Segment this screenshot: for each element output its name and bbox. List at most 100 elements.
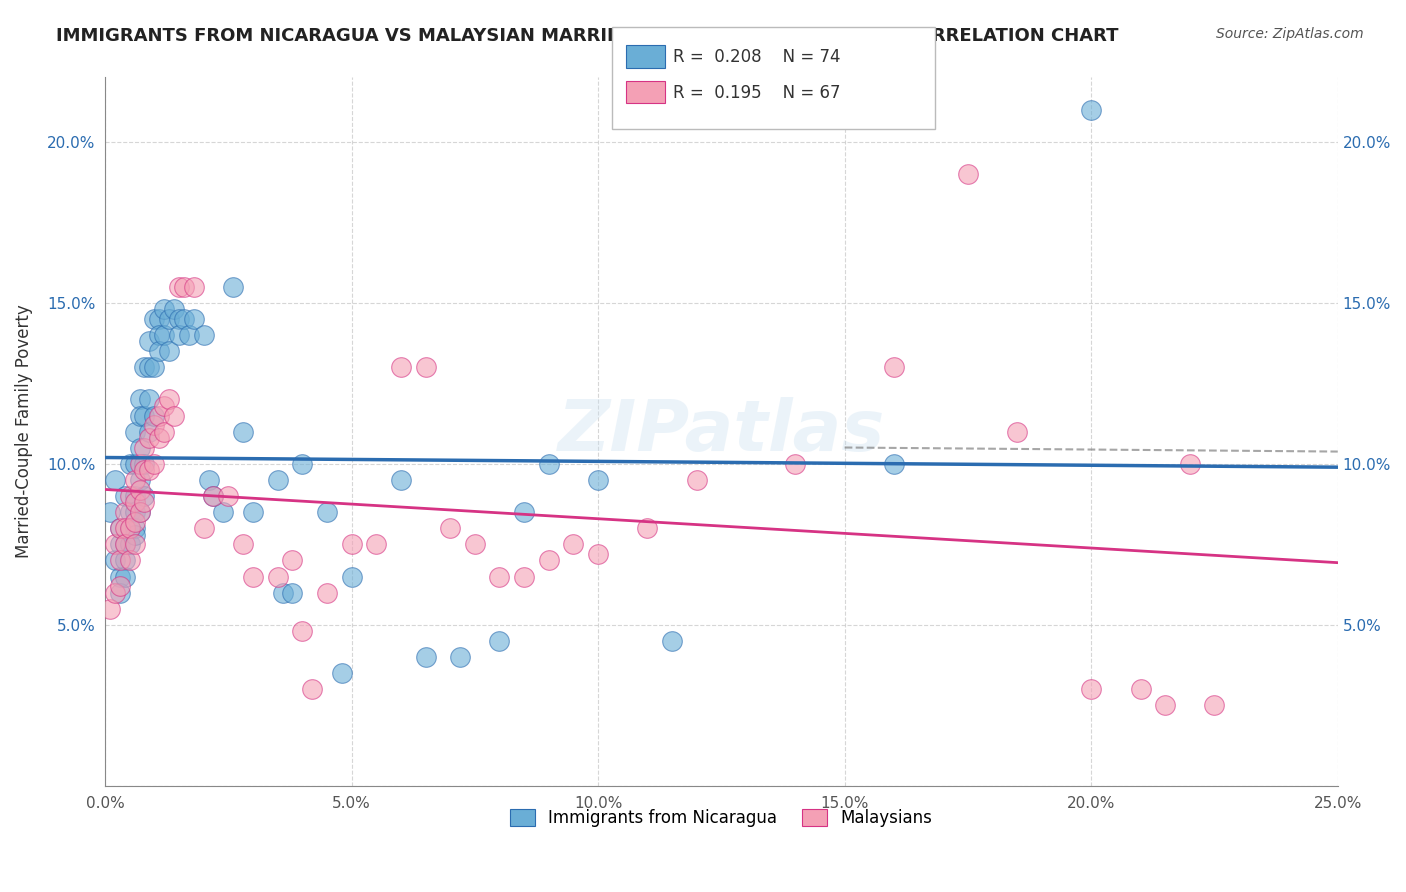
Point (124, 457, 146, 471)
Point (128, 505, 150, 519)
Point (138, 360, 160, 375)
Point (128, 483, 150, 497)
Point (108, 579, 131, 593)
Point (118, 521, 141, 535)
Point (315, 585, 337, 599)
Point (114, 521, 136, 535)
Point (108, 553, 131, 567)
Point (134, 457, 156, 471)
Point (488, 633, 510, 648)
Point (439, 521, 461, 535)
Point (148, 409, 170, 423)
Point (124, 489, 146, 503)
Point (108, 569, 131, 583)
Point (291, 457, 314, 471)
Text: IMMIGRANTS FROM NICARAGUA VS MALAYSIAN MARRIED-COUPLE FAMILY POVERTY CORRELATION: IMMIGRANTS FROM NICARAGUA VS MALAYSIAN M… (56, 27, 1119, 45)
Point (281, 553, 304, 567)
Point (686, 473, 709, 487)
Point (134, 489, 156, 503)
Point (118, 457, 141, 471)
Point (217, 489, 239, 503)
Point (202, 489, 225, 503)
Point (449, 650, 471, 665)
Point (138, 431, 160, 445)
Point (124, 473, 146, 487)
Point (340, 537, 363, 551)
Point (956, 167, 979, 181)
Point (138, 392, 160, 407)
Point (1204, 698, 1226, 713)
Point (340, 569, 363, 583)
Point (173, 279, 195, 293)
Point (118, 537, 141, 551)
Point (104, 585, 127, 599)
Point (537, 457, 560, 471)
Point (488, 569, 510, 583)
Point (114, 505, 136, 519)
Y-axis label: Married-Couple Family Poverty: Married-Couple Family Poverty (15, 305, 32, 558)
Point (118, 553, 141, 567)
Point (1154, 698, 1177, 713)
Point (114, 537, 136, 551)
Point (1129, 682, 1152, 697)
Point (586, 473, 609, 487)
Point (242, 505, 264, 519)
Point (232, 537, 254, 551)
Point (114, 489, 136, 503)
Point (108, 537, 131, 551)
Point (98, 505, 121, 519)
Point (157, 344, 180, 359)
Point (513, 505, 536, 519)
Point (193, 328, 215, 343)
Point (108, 521, 131, 535)
Point (242, 569, 264, 583)
Point (148, 312, 170, 326)
Point (167, 279, 190, 293)
Point (128, 441, 150, 455)
Point (183, 279, 205, 293)
Point (1080, 682, 1102, 697)
Point (389, 360, 412, 375)
Point (104, 553, 127, 567)
Text: ZIPatlas: ZIPatlas (558, 397, 884, 467)
Point (157, 392, 180, 407)
Point (143, 312, 166, 326)
Point (124, 495, 146, 509)
Legend: Immigrants from Nicaragua, Malaysians: Immigrants from Nicaragua, Malaysians (503, 803, 939, 834)
Point (124, 537, 146, 551)
Point (415, 360, 437, 375)
Point (163, 409, 186, 423)
Point (1007, 425, 1029, 439)
Point (1178, 457, 1201, 471)
Point (232, 425, 254, 439)
Point (271, 585, 294, 599)
Point (266, 473, 288, 487)
Point (281, 585, 304, 599)
Point (138, 425, 160, 439)
Point (193, 521, 215, 535)
Point (114, 569, 136, 583)
Point (118, 505, 141, 519)
Point (134, 463, 156, 477)
Point (143, 418, 166, 433)
Point (153, 328, 176, 343)
Point (513, 569, 536, 583)
Point (118, 521, 141, 535)
Point (153, 425, 176, 439)
Point (883, 360, 905, 375)
Point (108, 521, 131, 535)
Point (315, 505, 337, 519)
Point (114, 553, 136, 567)
Point (197, 473, 219, 487)
Point (167, 328, 190, 343)
Point (138, 463, 160, 477)
Point (389, 473, 412, 487)
Point (291, 624, 314, 639)
Point (177, 328, 200, 343)
Point (366, 537, 388, 551)
Point (104, 473, 127, 487)
Text: R =  0.195    N = 67: R = 0.195 N = 67 (673, 84, 841, 102)
Point (167, 312, 190, 326)
Point (104, 537, 127, 551)
Point (128, 392, 150, 407)
